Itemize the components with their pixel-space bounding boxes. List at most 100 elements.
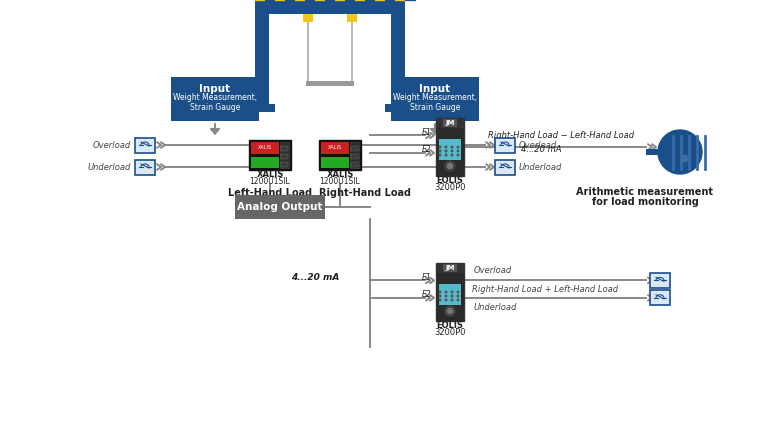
Circle shape xyxy=(447,308,453,313)
Circle shape xyxy=(445,306,455,316)
Bar xyxy=(351,162,358,167)
Circle shape xyxy=(447,164,453,169)
FancyBboxPatch shape xyxy=(319,140,361,170)
Circle shape xyxy=(451,150,453,152)
Circle shape xyxy=(681,155,687,162)
Text: Underload: Underload xyxy=(88,163,131,172)
Bar xyxy=(249,104,275,112)
Circle shape xyxy=(439,291,440,293)
Text: 1200U1SIL: 1200U1SIL xyxy=(319,177,360,186)
Bar xyxy=(351,154,358,159)
Text: JM: JM xyxy=(445,120,455,126)
Text: Overload: Overload xyxy=(474,266,512,275)
FancyBboxPatch shape xyxy=(650,273,670,288)
Bar xyxy=(255,14,269,104)
Text: Analog Output: Analog Output xyxy=(237,202,323,212)
Text: Arithmetic measurement: Arithmetic measurement xyxy=(577,187,713,197)
Bar xyxy=(347,14,357,22)
FancyBboxPatch shape xyxy=(650,290,670,305)
Text: E1: E1 xyxy=(422,128,432,137)
Circle shape xyxy=(439,154,440,156)
Text: Overload: Overload xyxy=(93,140,131,149)
Circle shape xyxy=(457,154,459,156)
FancyBboxPatch shape xyxy=(249,140,291,170)
Text: JM: JM xyxy=(445,265,455,271)
Circle shape xyxy=(439,150,440,152)
Text: XALIS: XALIS xyxy=(258,145,272,150)
Circle shape xyxy=(445,291,447,293)
FancyBboxPatch shape xyxy=(135,160,155,174)
Text: Input: Input xyxy=(200,84,231,94)
FancyBboxPatch shape xyxy=(495,138,515,152)
Bar xyxy=(443,119,457,127)
Text: Right-Hand Load + Left-Hand Load: Right-Hand Load + Left-Hand Load xyxy=(472,285,618,294)
Text: Underload: Underload xyxy=(474,304,517,312)
Circle shape xyxy=(439,299,440,301)
Text: Weight Measurement,: Weight Measurement, xyxy=(173,93,257,102)
FancyBboxPatch shape xyxy=(436,118,464,176)
FancyBboxPatch shape xyxy=(391,77,479,121)
Circle shape xyxy=(457,150,459,152)
Circle shape xyxy=(457,291,459,293)
Bar xyxy=(255,0,405,14)
Circle shape xyxy=(457,295,459,297)
Text: Underload: Underload xyxy=(519,163,562,172)
FancyBboxPatch shape xyxy=(436,263,464,321)
Circle shape xyxy=(658,130,702,174)
Circle shape xyxy=(445,146,447,148)
Text: XALIS: XALIS xyxy=(326,170,354,179)
Text: 4...20 mA: 4...20 mA xyxy=(291,273,339,282)
Bar xyxy=(351,146,358,151)
Bar xyxy=(303,14,313,22)
FancyBboxPatch shape xyxy=(135,138,155,152)
Bar xyxy=(439,284,461,305)
Text: E2: E2 xyxy=(422,290,432,299)
Bar xyxy=(646,149,658,155)
Circle shape xyxy=(451,295,453,297)
FancyBboxPatch shape xyxy=(171,77,259,121)
Bar xyxy=(385,104,411,112)
Bar xyxy=(321,142,349,154)
Bar xyxy=(251,157,279,168)
Circle shape xyxy=(445,161,455,171)
Text: 1200U1SIL: 1200U1SIL xyxy=(250,177,290,186)
Circle shape xyxy=(445,295,447,297)
Circle shape xyxy=(457,146,459,148)
Bar xyxy=(281,162,288,167)
Text: XALIS: XALIS xyxy=(256,170,283,179)
Bar xyxy=(281,154,288,159)
Bar xyxy=(306,81,354,86)
Text: 4...20 mA: 4...20 mA xyxy=(520,144,562,153)
Text: E2: E2 xyxy=(422,145,432,154)
Circle shape xyxy=(451,299,453,301)
Text: 3200P0: 3200P0 xyxy=(434,328,466,337)
Text: EOLIS: EOLIS xyxy=(437,176,463,185)
Circle shape xyxy=(451,154,453,156)
Bar xyxy=(443,264,457,272)
Text: Weight Measurement,: Weight Measurement, xyxy=(393,93,477,102)
Bar xyxy=(391,14,405,104)
Bar xyxy=(251,142,279,154)
Bar xyxy=(281,146,288,151)
Text: Right-Hand Load − Left-Hand Load: Right-Hand Load − Left-Hand Load xyxy=(488,131,634,139)
Text: Right-Hand Load: Right-Hand Load xyxy=(319,188,411,198)
Circle shape xyxy=(451,146,453,148)
Circle shape xyxy=(439,295,440,297)
FancyBboxPatch shape xyxy=(235,195,325,219)
Circle shape xyxy=(445,154,447,156)
Text: Input: Input xyxy=(419,84,450,94)
Circle shape xyxy=(451,291,453,293)
Text: 3200P0: 3200P0 xyxy=(434,183,466,192)
FancyBboxPatch shape xyxy=(495,160,515,174)
Text: Overload: Overload xyxy=(519,140,557,149)
Circle shape xyxy=(445,299,447,301)
Text: Left-Hand Load: Left-Hand Load xyxy=(228,188,312,198)
Bar xyxy=(436,118,464,128)
Text: E1: E1 xyxy=(422,273,432,282)
Bar xyxy=(350,142,359,168)
Circle shape xyxy=(439,146,440,148)
Text: Strain Gauge: Strain Gauge xyxy=(410,102,460,111)
Text: XALIS: XALIS xyxy=(328,145,342,150)
Text: for load monitoring: for load monitoring xyxy=(591,197,699,207)
Circle shape xyxy=(457,299,459,301)
